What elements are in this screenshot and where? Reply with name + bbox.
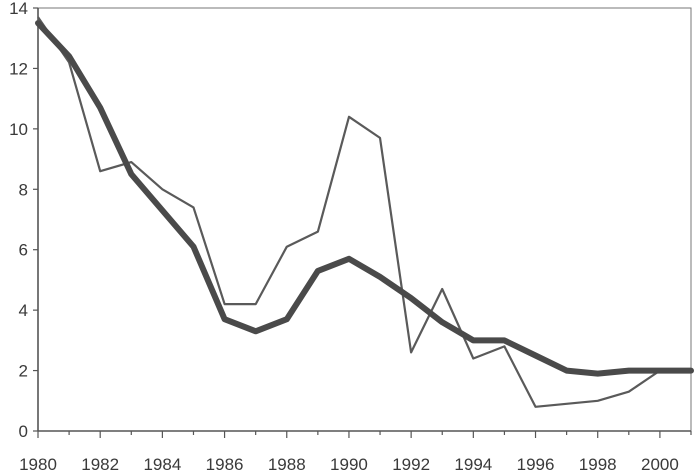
plot-frame xyxy=(37,7,692,432)
y-tick-label: 14 xyxy=(9,0,28,18)
x-axis-ticks: 1980 1982 1984 1986 1988 1990 1992 1994 1996 1998… xyxy=(19,431,692,474)
x-tick-label: 1996 xyxy=(517,455,555,474)
y-tick-label: 8 xyxy=(19,180,28,199)
x-tick-label: 1990 xyxy=(330,455,368,474)
x-tick-label: 1980 xyxy=(19,455,57,474)
x-tick-label: 1988 xyxy=(268,455,306,474)
y-tick-label: 0 xyxy=(19,422,28,441)
series-line-thick xyxy=(35,20,694,377)
y-tick-label: 12 xyxy=(9,59,28,78)
x-tick-label: 1998 xyxy=(579,455,617,474)
x-tick-label: 2000 xyxy=(641,455,679,474)
series-layer xyxy=(35,16,694,408)
y-tick-label: 10 xyxy=(9,120,28,139)
series-line-thin xyxy=(37,16,691,408)
y-axis-ticks: 0 2 4 6 8 10 12 14 xyxy=(9,0,38,441)
x-tick-label: 1984 xyxy=(143,455,181,474)
x-tick-label: 1994 xyxy=(454,455,492,474)
y-tick-label: 2 xyxy=(19,362,28,381)
x-tick-label: 1982 xyxy=(81,455,119,474)
y-tick-label: 6 xyxy=(19,241,28,260)
x-tick-label: 1986 xyxy=(206,455,244,474)
x-tick-label: 1992 xyxy=(392,455,430,474)
y-tick-label: 4 xyxy=(19,301,28,320)
